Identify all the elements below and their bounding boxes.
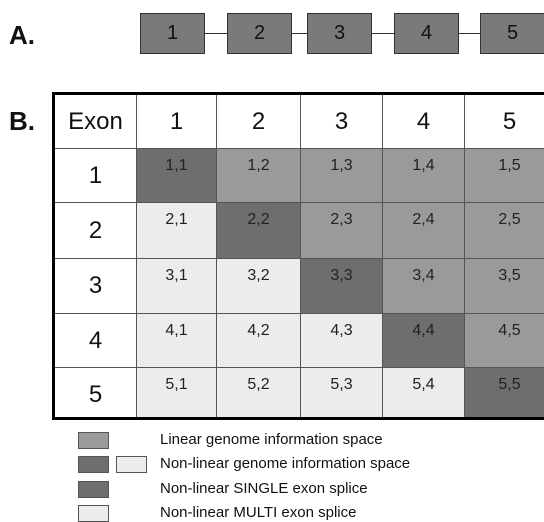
matrix-cell: 5,4 (383, 368, 465, 417)
matrix-cell: 3,5 (465, 259, 544, 314)
matrix-cell: 3,3 (301, 259, 383, 314)
matrix-cell: 2,5 (465, 203, 544, 259)
panel-a-label: A. (9, 20, 35, 50)
matrix-cell: 4,4 (383, 314, 465, 368)
matrix-cell: 5,2 (217, 368, 301, 417)
legend-item: Non-linear SINGLE exon splice (78, 479, 538, 499)
legend-label: Non-linear SINGLE exon splice (160, 480, 368, 497)
matrix-cell: 2,2 (217, 203, 301, 259)
matrix-cell: 4,2 (217, 314, 301, 368)
matrix-cell: 2,1 (137, 203, 217, 259)
matrix-cell: 3,4 (383, 259, 465, 314)
exon-box: 4 (394, 13, 459, 54)
matrix-cell: 2,3 (301, 203, 383, 259)
legend-item: Linear genome information space (78, 430, 538, 450)
column-header: 1 (137, 95, 217, 149)
row-header: 4 (55, 314, 137, 368)
matrix-cell: 4,1 (137, 314, 217, 368)
legend-item: Non-linear genome information space (78, 454, 538, 474)
matrix-cell: 5,3 (301, 368, 383, 417)
column-header: 4 (383, 95, 465, 149)
legend-swatch (78, 456, 109, 473)
exon-splice-matrix: Exon 1 2 3 4 5 1 1,1 1,2 1,3 1,4 1,5 2 2,1 2,2 2,3 2,4 2,… (52, 92, 544, 420)
matrix-cell: 3,2 (217, 259, 301, 314)
row-header: 5 (55, 368, 137, 417)
matrix-cell: 1,3 (301, 149, 383, 203)
matrix-cell: 5,1 (137, 368, 217, 417)
legend-swatch (116, 456, 147, 473)
matrix-cell: 1,4 (383, 149, 465, 203)
exon-box: 3 (307, 13, 372, 54)
legend-label: Linear genome information space (160, 431, 383, 448)
legend-swatch (78, 432, 109, 449)
exon-box: 1 (140, 13, 205, 54)
column-header: 2 (217, 95, 301, 149)
legend-swatch (78, 481, 109, 498)
matrix-cell: 1,5 (465, 149, 544, 203)
legend: Linear genome information space Non-linea… (78, 430, 538, 522)
row-header: 3 (55, 259, 137, 314)
legend-item: Non-linear MULTI exon splice (78, 503, 538, 522)
exon-box: 5 (480, 13, 544, 54)
legend-label: Non-linear MULTI exon splice (160, 504, 357, 521)
corner-header: Exon (55, 95, 137, 149)
matrix-cell: 1,1 (137, 149, 217, 203)
legend-label: Non-linear genome information space (160, 455, 411, 472)
matrix-cell: 3,1 (137, 259, 217, 314)
row-header: 1 (55, 149, 137, 203)
exon-chain: 1 2 3 4 5 (140, 13, 544, 55)
matrix-cell: 2,4 (383, 203, 465, 259)
row-header: 2 (55, 203, 137, 259)
matrix-cell: 4,3 (301, 314, 383, 368)
column-header: 3 (301, 95, 383, 149)
matrix-cell: 5,5 (465, 368, 544, 417)
column-header: 5 (465, 95, 544, 149)
exon-box: 2 (227, 13, 292, 54)
matrix-cell: 4,5 (465, 314, 544, 368)
panel-b-label: B. (9, 106, 35, 136)
matrix-cell: 1,2 (217, 149, 301, 203)
legend-swatch (78, 505, 109, 522)
